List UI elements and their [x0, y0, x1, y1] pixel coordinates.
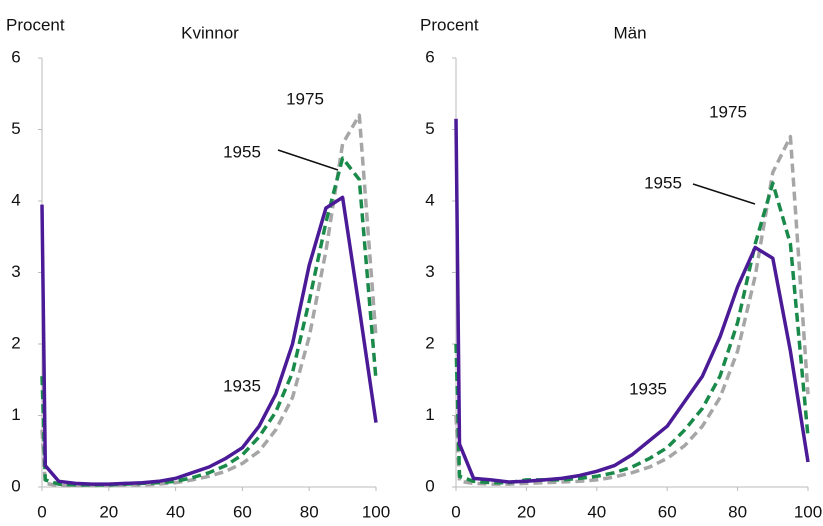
x-tick-label: 60 — [233, 502, 252, 521]
y-tick-label: 4 — [425, 190, 434, 209]
x-tick-label: 40 — [587, 502, 606, 521]
line — [454, 118, 810, 484]
series-label: 1955 — [644, 173, 682, 192]
x-tick-label: 40 — [166, 502, 185, 521]
line — [40, 195, 378, 486]
series-label: 1975 — [709, 102, 747, 121]
x-tick-label: 20 — [517, 502, 536, 521]
x-tick-label: 20 — [99, 502, 118, 521]
series-label: 1935 — [223, 376, 261, 395]
y-tick-label: 6 — [11, 47, 20, 66]
line — [40, 113, 378, 488]
x-tick-label: 100 — [794, 502, 822, 521]
y-tick-label: 3 — [11, 262, 20, 281]
pointer — [692, 183, 756, 205]
x-tick-label: 60 — [658, 502, 677, 521]
y-tick-label: 5 — [11, 119, 20, 138]
series-label: 1935 — [629, 379, 667, 398]
y-tick-label: 6 — [425, 47, 434, 66]
x-tick-label: 0 — [37, 502, 46, 521]
y-tick-label: 1 — [11, 405, 20, 424]
line — [454, 134, 810, 486]
x-tick-label: 80 — [300, 502, 319, 521]
y-tick-label: 5 — [425, 119, 434, 138]
y-tick-label: 4 — [11, 190, 20, 209]
series-label: 1975 — [286, 89, 324, 108]
y-tick-label: 2 — [425, 333, 434, 352]
y-tick-label: 2 — [11, 333, 20, 352]
x-tick-label: 80 — [728, 502, 747, 521]
y-tick-label: 3 — [425, 262, 434, 281]
line — [454, 181, 810, 485]
y-axis-label: Procent — [420, 15, 479, 34]
x-tick-label: 100 — [362, 502, 390, 521]
series-label: 1955 — [223, 142, 261, 161]
y-axis-label: Procent — [6, 15, 65, 34]
chart-title: Kvinnor — [181, 23, 239, 42]
x-tick-label: 0 — [451, 502, 460, 521]
chart-title: Män — [613, 23, 646, 42]
pointer — [277, 149, 339, 171]
y-tick-label: 1 — [425, 405, 434, 424]
y-tick-label: 0 — [11, 476, 20, 495]
y-tick-label: 0 — [425, 476, 434, 495]
